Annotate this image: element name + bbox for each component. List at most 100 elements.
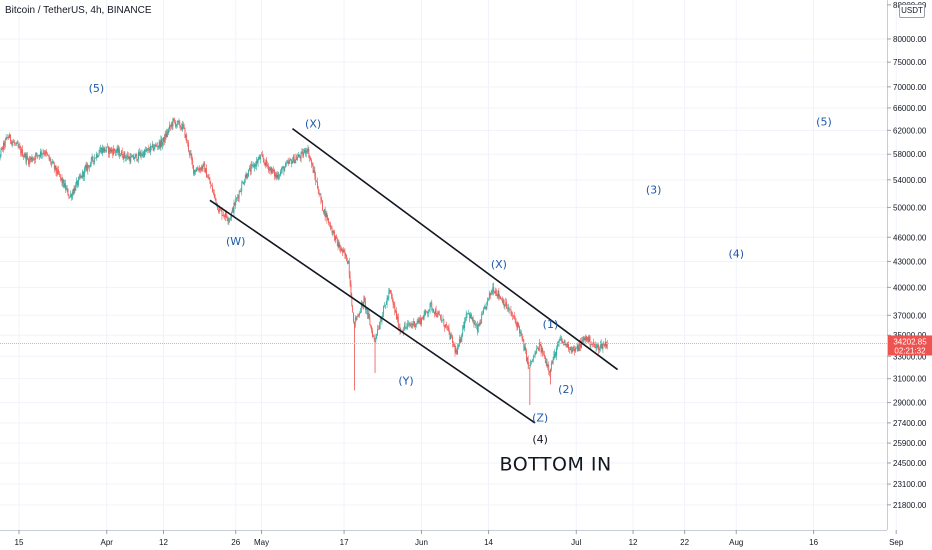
candle-body bbox=[479, 322, 481, 326]
candle-body bbox=[333, 230, 335, 232]
candle-body bbox=[214, 194, 216, 199]
candle-body bbox=[223, 215, 225, 216]
wave-label: (X) bbox=[305, 117, 321, 130]
candle-body bbox=[167, 131, 169, 133]
candle-body bbox=[89, 163, 91, 168]
candle-body bbox=[541, 348, 543, 353]
candle-body bbox=[338, 243, 340, 248]
candle-body bbox=[507, 307, 509, 310]
trend-channel[interactable] bbox=[209, 127, 619, 424]
candle-body bbox=[373, 336, 375, 340]
candle-body bbox=[279, 175, 280, 177]
candle-body bbox=[446, 324, 447, 326]
candle-body bbox=[603, 343, 605, 345]
candle-body bbox=[181, 127, 182, 130]
candle-body bbox=[175, 124, 177, 127]
candle-body bbox=[194, 169, 196, 172]
candle-body bbox=[75, 183, 77, 191]
time-tick-label: Aug bbox=[729, 538, 743, 547]
candle-body bbox=[99, 150, 101, 154]
candle-body bbox=[303, 152, 305, 156]
candle-body bbox=[28, 158, 29, 165]
candle-body bbox=[483, 309, 484, 314]
candle-body bbox=[601, 343, 603, 349]
candle-body bbox=[33, 158, 35, 160]
candle-body bbox=[384, 304, 386, 306]
candle-body bbox=[606, 343, 608, 348]
candle-body bbox=[590, 344, 592, 346]
price-tick-label: 66000.00 bbox=[893, 104, 927, 113]
candle-body bbox=[295, 157, 297, 160]
candle-body bbox=[380, 321, 382, 322]
candle-body bbox=[261, 154, 263, 157]
candle-body bbox=[130, 156, 132, 163]
price-tick-label: 50000.00 bbox=[893, 203, 927, 212]
price-axis[interactable]: 88000.0080000.0075000.0070000.0066000.00… bbox=[887, 1, 927, 510]
candle-body bbox=[71, 194, 72, 198]
candle-body bbox=[146, 148, 148, 151]
candle-body bbox=[132, 155, 133, 158]
candle-body bbox=[28, 158, 30, 165]
candle-body bbox=[329, 222, 330, 224]
candle-body bbox=[180, 126, 182, 128]
time-tick-label: 15 bbox=[15, 538, 24, 547]
candle-body bbox=[196, 168, 198, 171]
candle-body bbox=[110, 149, 112, 153]
candle-body bbox=[293, 156, 295, 164]
candle-body bbox=[445, 324, 446, 328]
candle-body bbox=[218, 209, 220, 212]
candle-body bbox=[534, 352, 536, 357]
candle-body bbox=[230, 218, 231, 220]
candle-body bbox=[93, 160, 95, 162]
candle-body bbox=[171, 123, 173, 127]
candle-body bbox=[599, 344, 601, 349]
candle-body bbox=[191, 155, 193, 161]
candle-body bbox=[442, 319, 444, 321]
candle-body bbox=[597, 345, 599, 346]
candle-body bbox=[115, 151, 117, 153]
candle-body bbox=[578, 347, 580, 351]
candle-body bbox=[123, 152, 125, 159]
candle-body bbox=[155, 144, 157, 146]
candle-body bbox=[552, 359, 554, 364]
candle-body bbox=[278, 176, 280, 179]
candle-body bbox=[349, 274, 351, 284]
candle-body bbox=[535, 352, 537, 354]
candle-body bbox=[101, 147, 102, 154]
candle-body bbox=[596, 345, 598, 348]
time-axis[interactable]: 15Apr1226May17Jun14Jul1222Aug16Sep13 bbox=[15, 530, 932, 547]
candle-body bbox=[429, 303, 431, 310]
candle-body bbox=[5, 137, 7, 140]
candle-body bbox=[347, 261, 348, 264]
candle-body bbox=[390, 293, 392, 297]
candle-body bbox=[98, 153, 100, 156]
candle-body bbox=[308, 148, 310, 158]
candle-body bbox=[59, 173, 60, 175]
candle-body bbox=[219, 209, 221, 211]
candle-body bbox=[156, 145, 157, 147]
candle-body bbox=[290, 159, 292, 161]
candle-body bbox=[218, 209, 219, 212]
time-tick-label: Apr bbox=[100, 538, 113, 547]
candle-body bbox=[103, 147, 105, 152]
candle-body bbox=[59, 174, 61, 178]
time-tick-label: 22 bbox=[680, 538, 689, 547]
candle-body bbox=[482, 313, 483, 315]
candle-body bbox=[325, 213, 327, 218]
candle-body bbox=[341, 248, 343, 253]
candle-body bbox=[568, 342, 569, 350]
currency-label[interactable]: USDT bbox=[899, 4, 925, 18]
time-tick-label: 16 bbox=[809, 538, 818, 547]
candle-body bbox=[66, 188, 68, 190]
candle-body bbox=[268, 168, 270, 171]
candle-body bbox=[492, 286, 494, 292]
candle-body bbox=[251, 164, 253, 166]
candle-body bbox=[320, 194, 322, 201]
candle-body bbox=[488, 297, 489, 299]
candle-body bbox=[415, 323, 417, 325]
candle-body bbox=[425, 310, 427, 312]
candle-body bbox=[292, 160, 293, 164]
candle-body bbox=[258, 157, 260, 160]
